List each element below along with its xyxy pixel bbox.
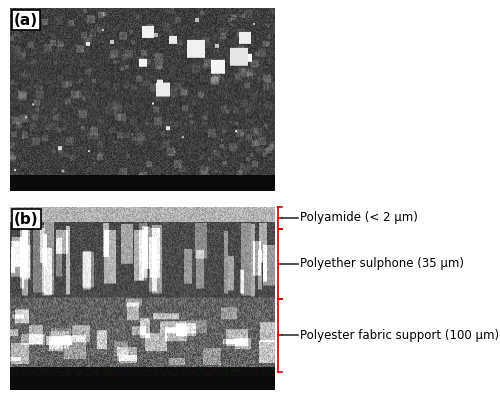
Text: Polyamide (< 2 μm): Polyamide (< 2 μm) bbox=[300, 211, 418, 224]
Text: (a): (a) bbox=[14, 12, 38, 27]
Text: Polyether sulphone (35 μm): Polyether sulphone (35 μm) bbox=[300, 257, 464, 270]
Text: (b): (b) bbox=[14, 211, 38, 226]
Text: Polyester fabric support (100 μm): Polyester fabric support (100 μm) bbox=[300, 329, 499, 341]
